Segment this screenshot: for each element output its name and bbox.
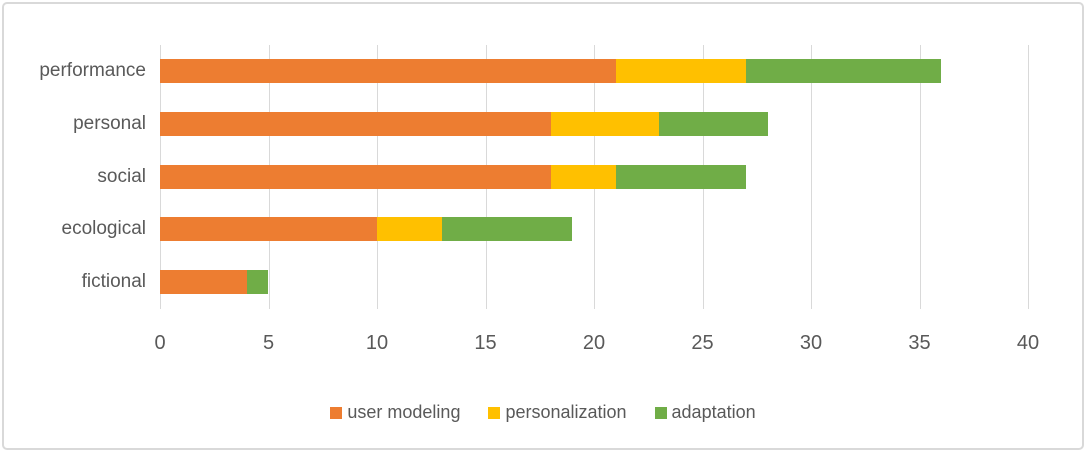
- legend: user modeling personalization adaptation: [4, 402, 1082, 423]
- legend-item-personalization: personalization: [488, 402, 627, 423]
- x-tick-label-5: 5: [262, 332, 275, 354]
- legend-swatch-icon: [330, 406, 343, 419]
- gridline-35: [919, 45, 921, 309]
- category-label-social: social: [97, 165, 146, 187]
- legend-swatch-icon: [654, 406, 667, 419]
- category-label-ecological: ecological: [61, 218, 147, 240]
- bar-segment-adaptation-social: [615, 164, 746, 189]
- legend-label: personalization: [505, 402, 627, 422]
- bar-segment-adaptation-personal: [659, 111, 768, 136]
- x-tick-label-25: 25: [691, 332, 714, 354]
- bar-segment-personalization-personal: [550, 111, 660, 136]
- bar-segment-adaptation-performance: [745, 59, 942, 84]
- x-tick-label-10: 10: [365, 332, 389, 354]
- chart-frame: performance personal social ecological ficti…: [2, 2, 1084, 450]
- x-tick-label-40: 40: [1016, 332, 1040, 354]
- bar-segment-user-modeling-fictional: [160, 269, 247, 294]
- gridline-30: [811, 45, 812, 309]
- legend-item-user-modeling: user modeling: [330, 402, 460, 423]
- category-label-fictional: fictional: [81, 270, 146, 292]
- x-tick-label-15: 15: [474, 332, 497, 354]
- bar-segment-user-modeling-social: [160, 164, 551, 189]
- bar-segment-adaptation-ecological: [442, 217, 573, 242]
- bar-segment-personalization-performance: [615, 59, 746, 84]
- x-tick-label-20: 20: [582, 332, 606, 354]
- gridline-40: [1028, 45, 1029, 309]
- category-label-personal: personal: [73, 112, 146, 134]
- bar-segment-personalization-social: [550, 164, 616, 189]
- x-tick-label-0: 0: [154, 332, 166, 354]
- bar-segment-user-modeling-ecological: [160, 217, 377, 242]
- category-label-performance: performance: [39, 60, 146, 82]
- legend-item-adaptation: adaptation: [654, 402, 756, 423]
- legend-label: user modeling: [347, 402, 461, 422]
- bar-segment-user-modeling-personal: [160, 111, 551, 136]
- bar-segment-personalization-ecological: [377, 217, 443, 242]
- x-tick-label-35: 35: [908, 332, 931, 354]
- legend-swatch-icon: [488, 406, 501, 419]
- bar-segment-user-modeling-performance: [160, 59, 616, 84]
- bar-segment-adaptation-fictional: [246, 269, 269, 294]
- legend-label: adaptation: [671, 402, 756, 422]
- x-tick-label-30: 30: [799, 332, 823, 354]
